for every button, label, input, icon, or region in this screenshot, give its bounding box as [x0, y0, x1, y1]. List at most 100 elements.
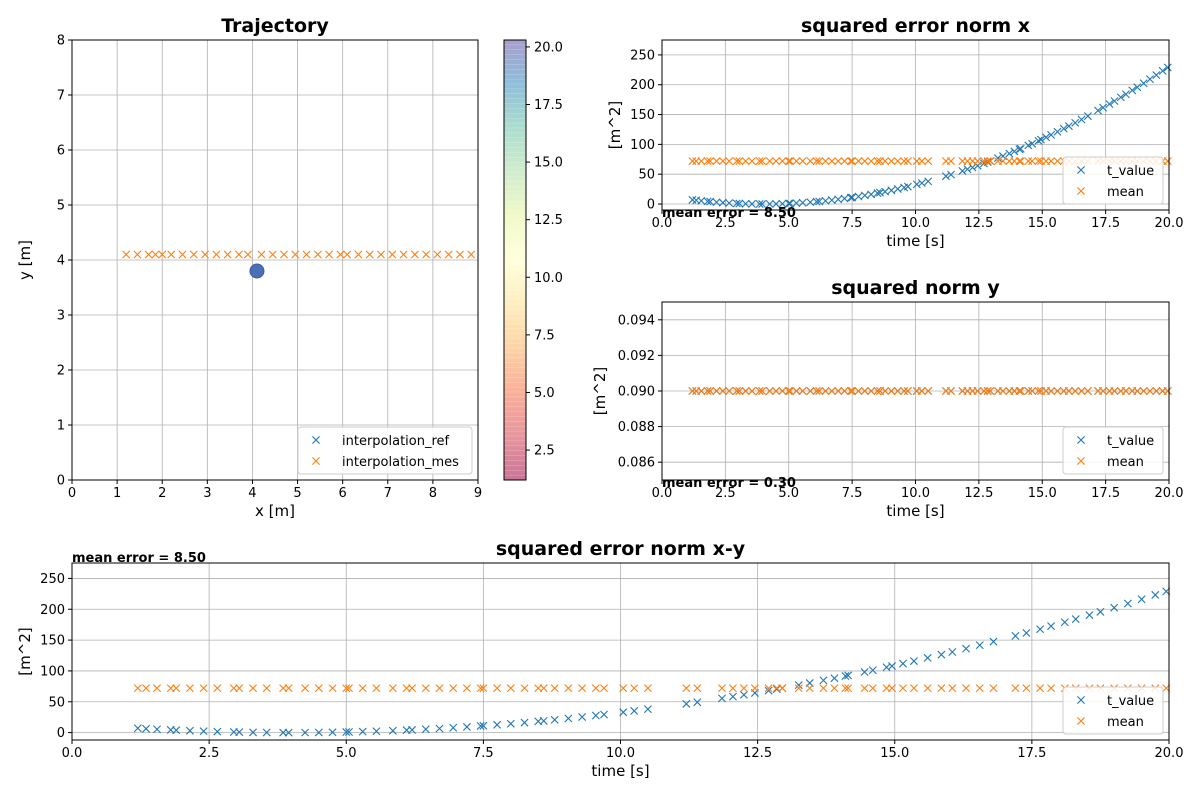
- data-point-interpolation_mes: [201, 250, 210, 259]
- legend-marker-t_value: [1077, 436, 1085, 444]
- data-point-interpolation_mes: [178, 250, 187, 259]
- data-point-mean: [947, 387, 955, 395]
- legend-label: interpolation_mes: [342, 455, 459, 470]
- data-point-mean: [262, 684, 271, 693]
- y-tick-label: 5: [57, 199, 65, 214]
- data-point-t_value: [539, 716, 548, 725]
- data-point-mean: [794, 684, 803, 693]
- data-point-t_value: [735, 199, 744, 208]
- data-point-mean: [898, 684, 907, 693]
- data-point-mean: [860, 684, 869, 693]
- data-point-interpolation_mes: [444, 250, 453, 259]
- data-point-t_value: [284, 728, 293, 737]
- data-point-mean: [564, 684, 573, 693]
- data-point-mean: [185, 684, 194, 693]
- data-point-mean: [758, 387, 767, 395]
- legend-marker-interpolation_ref: [312, 436, 320, 444]
- data-point-mean: [986, 157, 995, 166]
- data-point-t_value: [1121, 90, 1130, 99]
- data-point-t_value: [199, 727, 208, 736]
- data-point-mean: [1133, 387, 1142, 395]
- y-tick-label: 200: [40, 603, 65, 618]
- legend-box: [1062, 156, 1164, 205]
- data-point-mean: [903, 157, 912, 166]
- data-point-mean: [887, 387, 896, 395]
- data-point-mean: [812, 157, 821, 166]
- colorbar-tick-label: 5.0: [534, 386, 555, 401]
- data-point-t_value: [815, 197, 824, 206]
- x-axis-label: time [s]: [886, 502, 944, 520]
- data-point-mean: [881, 157, 890, 166]
- data-point-mean: [973, 387, 982, 395]
- data-point-mean: [1034, 387, 1043, 395]
- data-point-mean: [550, 684, 559, 693]
- chart-title: squared error norm x-y: [496, 538, 746, 560]
- colorbar-tick-label: 2.5: [534, 444, 555, 459]
- data-point-mean: [860, 157, 869, 166]
- data-point-t_value: [479, 721, 488, 730]
- x-tick-label: 5.0: [336, 746, 357, 761]
- data-point-mean: [848, 387, 857, 395]
- data-point-mean: [741, 157, 750, 166]
- x-tick-label: 17.5: [1091, 486, 1120, 501]
- data-point-mean: [989, 684, 998, 693]
- data-point-mean: [887, 157, 896, 166]
- data-point-t_value: [213, 727, 222, 736]
- data-point-t_value: [578, 713, 587, 721]
- data-point-mean: [717, 684, 726, 693]
- data-point-mean: [697, 157, 706, 166]
- data-point-t_value: [388, 726, 397, 735]
- x-tick-label: 7.5: [473, 746, 494, 761]
- x-tick-label: 10.0: [901, 486, 930, 501]
- data-point-interpolation_mes: [158, 250, 167, 259]
- data-point-mean: [846, 157, 855, 166]
- data-point-interpolation_mes: [325, 250, 334, 259]
- data-point-interpolation_mes: [189, 250, 198, 259]
- x-tick-label: 8: [429, 486, 437, 501]
- x-tick-label: 20.0: [1155, 216, 1184, 231]
- data-point-t_value: [703, 197, 712, 206]
- data-point-t_value: [1064, 122, 1073, 131]
- data-point-mean: [133, 684, 142, 693]
- squared-norm-y-chart: 0.0 2.5 5.0 7.5 10.0 12.5 15.0 17.5 20.0 0.086 0.0…: [591, 277, 1183, 520]
- data-point-t_value: [493, 720, 502, 729]
- data-point-t_value: [172, 726, 181, 735]
- data-point-mean: [786, 387, 795, 395]
- data-point-mean: [893, 157, 902, 166]
- colorbar-tick-label: 20.0: [534, 40, 563, 55]
- data-point-mean: [693, 684, 702, 693]
- x-tick-label: 5.0: [778, 216, 799, 231]
- mean-error-annotation: mean error = 8.50: [72, 551, 206, 566]
- y-axis-label: [m^2]: [16, 627, 34, 675]
- data-point-mean: [1163, 157, 1172, 166]
- data-point-t_value: [630, 706, 639, 715]
- data-point-t_value: [153, 725, 162, 734]
- x-tick-label: 12.5: [964, 486, 993, 501]
- chart-title: Trajectory: [221, 15, 329, 37]
- data-point-t_value: [1110, 603, 1119, 612]
- legend: interpolation_ref interpolation_mes: [297, 426, 473, 475]
- data-point-mean: [750, 684, 759, 693]
- data-point-t_value: [741, 199, 750, 208]
- colorbar-tick-label: 15.0: [534, 156, 563, 171]
- data-point-mean: [476, 684, 485, 693]
- data-point-mean: [1028, 157, 1037, 166]
- data-point-t_value: [693, 698, 702, 707]
- data-point-mean: [819, 684, 828, 693]
- data-point-mean: [520, 684, 529, 693]
- data-point-t_value: [893, 184, 902, 193]
- x-tick-label: 10.0: [606, 746, 635, 761]
- y-tick-label: 2: [57, 364, 65, 379]
- colorbar-frame: [503, 39, 527, 481]
- colorbar-gradient: [504, 40, 526, 480]
- data-point-t_value: [903, 182, 912, 191]
- data-point-t_value: [520, 718, 529, 727]
- data-point-t_value: [301, 728, 310, 737]
- mean-error-annotation: mean error = 8.50: [662, 206, 796, 221]
- data-point-mean: [728, 684, 737, 693]
- data-point-t_value: [1071, 118, 1080, 127]
- data-point-t_value: [758, 200, 767, 209]
- data-point-t_value: [1028, 139, 1037, 148]
- y-tick-label: 100: [630, 138, 655, 153]
- data-point-t_value: [697, 196, 706, 205]
